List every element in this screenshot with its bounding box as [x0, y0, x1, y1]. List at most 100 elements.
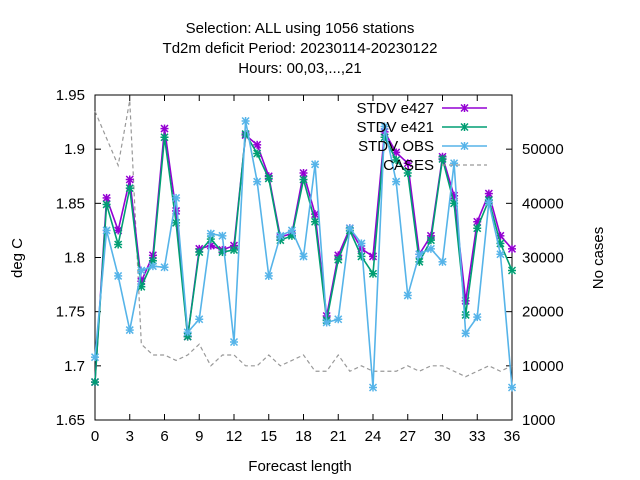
data-point — [253, 177, 262, 186]
legend-label: CASES — [383, 157, 434, 174]
data-point — [473, 313, 482, 322]
data-point — [368, 252, 378, 261]
data-point — [357, 252, 366, 261]
data-point — [137, 266, 146, 275]
data-point — [172, 193, 181, 202]
data-point — [368, 269, 378, 278]
data-point — [392, 155, 401, 165]
legend-label: STDV OBS — [358, 138, 434, 155]
y2-tick-label: 1000 — [522, 412, 555, 429]
x-tick-label: 0 — [91, 428, 99, 445]
x-tick-label: 33 — [469, 428, 486, 445]
data-point — [102, 200, 111, 209]
data-point — [114, 240, 123, 249]
x-tick-label: 18 — [295, 428, 312, 445]
y2-tick-label: 50000 — [522, 141, 564, 158]
data-point — [299, 252, 308, 261]
x-tick-label: 6 — [160, 428, 168, 445]
data-point — [426, 244, 435, 253]
data-point — [148, 262, 157, 271]
axis-ticks: 0 3 6 9 12 15 18 21 24 27 30 33 361.651.71.751.81.85… — [56, 87, 564, 445]
data-point — [125, 175, 134, 184]
x-tick-label: 36 — [504, 428, 521, 445]
y-tick-label: 1.7 — [64, 358, 85, 375]
legend: STDV e427 STDV e421 STDV OBS CASES — [356, 100, 487, 174]
data-point — [322, 318, 331, 327]
y2-tick-label: 40000 — [522, 195, 564, 212]
data-point — [264, 271, 273, 280]
data-point — [114, 271, 123, 280]
data-point — [160, 133, 169, 142]
data-point — [102, 226, 111, 235]
chart-title: Selection: ALL using 1056 stations Td2m … — [163, 20, 438, 77]
data-point — [507, 244, 517, 253]
data-point — [403, 291, 412, 300]
data-point — [311, 217, 320, 226]
legend-label: STDV e421 — [356, 119, 434, 136]
data-point — [183, 328, 192, 337]
series-line-cases — [94, 100, 513, 378]
data-point — [345, 224, 354, 233]
legend-label: STDV e427 — [356, 100, 434, 117]
data-point — [218, 231, 227, 240]
y-tick-label: 1.95 — [56, 87, 85, 104]
data-point — [125, 326, 134, 335]
data-point — [438, 257, 447, 266]
data-point — [484, 198, 493, 207]
data-point — [253, 149, 262, 158]
y2-tick-label: 10000 — [522, 358, 564, 375]
data-point — [206, 229, 215, 238]
legend-entry-cases: CASES — [383, 157, 487, 174]
x-axis-label: Forecast length — [248, 458, 351, 475]
data-point — [195, 248, 204, 257]
data-point — [461, 329, 470, 338]
data-point — [496, 250, 505, 259]
data-point — [368, 383, 378, 392]
x-tick-label: 9 — [195, 428, 203, 445]
x-tick-label: 30 — [434, 428, 451, 445]
series-stdv-obs — [90, 116, 517, 392]
data-point — [287, 226, 296, 235]
data-point — [507, 383, 517, 392]
data-point — [392, 148, 401, 157]
y-tick-label: 1.65 — [56, 412, 85, 429]
series-lines — [90, 100, 517, 392]
data-point — [450, 159, 459, 168]
data-point — [241, 116, 250, 126]
data-point — [461, 310, 470, 319]
x-tick-label: 21 — [330, 428, 347, 445]
legend-entry-stdv-obs: STDV OBS — [358, 138, 487, 155]
data-point — [276, 231, 285, 240]
data-point — [90, 353, 100, 362]
data-point — [438, 154, 447, 163]
data-point — [299, 175, 308, 184]
data-point — [507, 266, 517, 275]
legend-entry-stdv-e421: STDV e421 — [356, 119, 487, 136]
series-cases — [94, 100, 513, 378]
x-tick-label: 24 — [365, 428, 382, 445]
y2-tick-label: 20000 — [522, 304, 564, 321]
data-point — [473, 224, 482, 233]
data-point — [426, 236, 435, 245]
data-point — [334, 315, 343, 324]
x-tick-label: 3 — [126, 428, 134, 445]
data-point — [229, 337, 239, 347]
data-point — [380, 122, 389, 131]
x-tick-label: 12 — [226, 428, 243, 445]
data-point — [392, 177, 401, 186]
data-point — [334, 255, 343, 264]
data-point — [403, 159, 412, 168]
data-point — [195, 315, 204, 324]
data-point — [403, 168, 412, 178]
y-tick-label: 1.75 — [56, 304, 85, 321]
x-tick-label: 27 — [399, 428, 416, 445]
data-point — [125, 184, 134, 193]
title-line-1: Selection: ALL using 1056 stations — [186, 20, 415, 37]
data-point — [160, 263, 169, 272]
y2-tick-label: 30000 — [522, 250, 564, 267]
y-tick-label: 1.85 — [56, 195, 85, 212]
data-point — [264, 174, 273, 183]
data-point — [357, 239, 366, 248]
data-point — [160, 124, 169, 133]
